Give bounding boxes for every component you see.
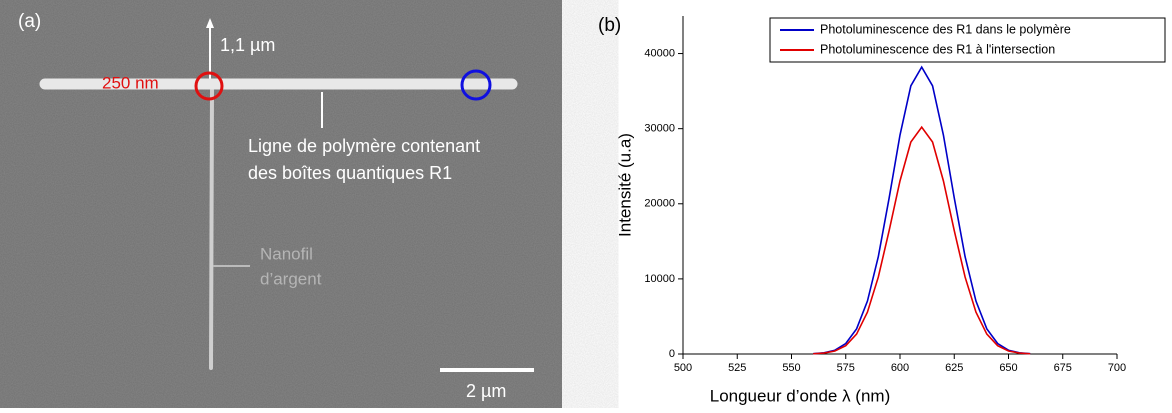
red-circle <box>194 71 224 101</box>
arrow-head <box>206 18 214 28</box>
x-tick-label: 500 <box>674 362 692 374</box>
image-noise <box>0 0 562 408</box>
silver-nanowire <box>209 88 214 370</box>
annotation: 1,1 µm <box>220 35 275 55</box>
x-tick-label: 675 <box>1054 362 1072 374</box>
y-tick-label: 30000 <box>644 123 675 135</box>
legend-label: Photoluminescence des R1 à l'intersectio… <box>820 42 1055 56</box>
annotation: des boîtes quantiques R1 <box>248 163 452 183</box>
legend <box>769 17 1166 63</box>
x-tick-label: 575 <box>837 362 855 374</box>
y-tick-label: 40000 <box>644 47 675 59</box>
x-tick-label: 600 <box>891 362 909 374</box>
panel-label: (a) <box>18 11 41 32</box>
y-tick-label: 20000 <box>644 198 675 210</box>
sem-image: (a) 1,1 µm 250 nm Ligne de polymère cont… <box>0 0 562 408</box>
blue-circle <box>460 69 492 101</box>
x-tick-label: 700 <box>1108 362 1126 374</box>
x-tick-label: 650 <box>999 362 1017 374</box>
annotation: Ligne de polymère contenant <box>248 136 480 156</box>
panel-label: (b) <box>598 15 621 36</box>
x-axis-title: Longueur d’onde λ (nm) <box>710 386 891 405</box>
legend-label: Photoluminescence des R1 dans le polymèr… <box>820 22 1071 36</box>
y-tick-label: 10000 <box>644 273 675 285</box>
annotation: 2 µm <box>466 381 506 401</box>
x-tick-label: 625 <box>945 362 963 374</box>
series-line <box>813 65 1031 355</box>
y-axis-title: Intensité (u.a) <box>615 133 634 237</box>
annotation: Nanofil <box>260 244 313 263</box>
x-tick-label: 550 <box>782 362 800 374</box>
x-tick-label: 525 <box>728 362 746 374</box>
series-line <box>813 125 1031 355</box>
annotation: d’argent <box>260 269 322 288</box>
annotation: 250 nm <box>102 73 159 92</box>
y-tick-label: 0 <box>669 348 675 360</box>
